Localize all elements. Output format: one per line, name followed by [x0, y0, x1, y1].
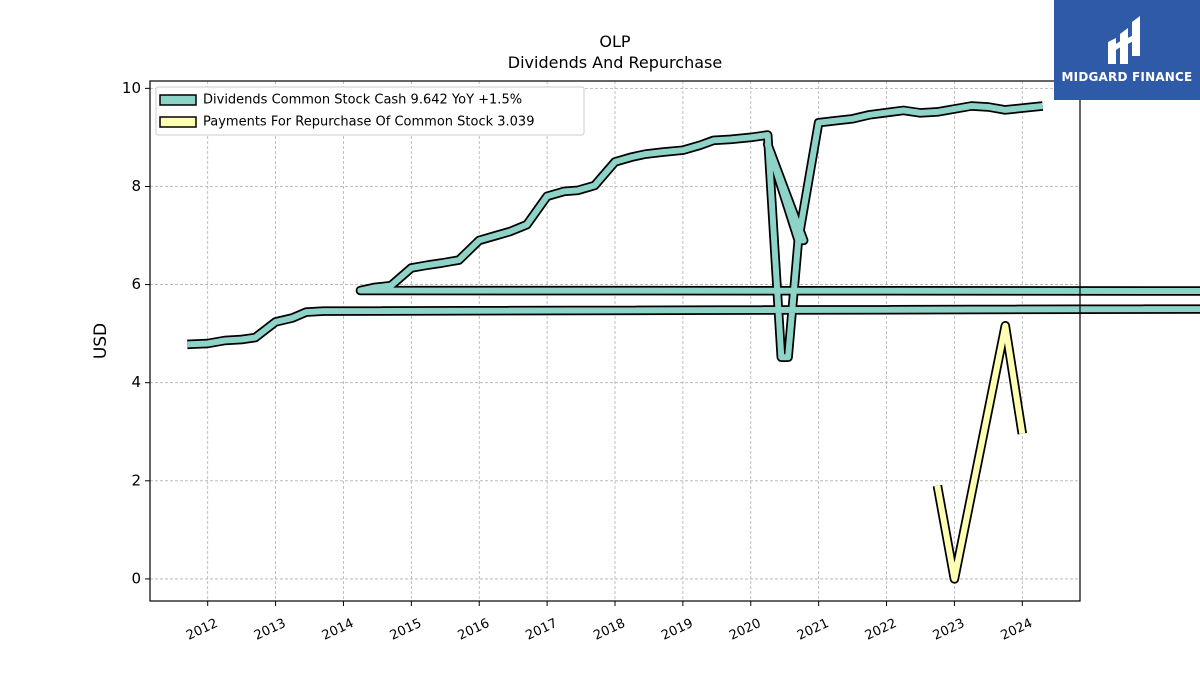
x-tick-label: 2019: [659, 616, 695, 644]
y-tick-label: 4: [131, 373, 141, 391]
y-axis-ticks: 0 2 4 6 8 10: [122, 79, 150, 587]
legend-box: [155, 86, 585, 136]
y-tick-label: 6: [131, 275, 141, 293]
x-tick-label: 2023: [931, 616, 967, 644]
logo-text: MIDGARD FINANCE: [1061, 70, 1193, 84]
series-line-0: [187, 103, 1200, 361]
x-tick-label: 2017: [523, 616, 559, 644]
x-tick-label: 2024: [999, 616, 1035, 644]
x-tick-label: 2020: [727, 616, 763, 644]
y-tick-label: 2: [131, 471, 141, 489]
x-tick-label: 2015: [388, 616, 424, 644]
y-tick-label: 10: [122, 79, 141, 97]
series-layer: [187, 101, 1200, 584]
x-axis-ticks: 2012 2013 2014 2015 2016 2017 2018 2019 2020 2021…: [184, 601, 1035, 644]
legend-label: Payments For Repurchase Of Common Stock …: [203, 115, 534, 130]
series-outline-0: [187, 101, 1200, 362]
x-tick-label: 2016: [456, 616, 492, 644]
x-tick-label: 2018: [591, 616, 627, 644]
series-line-1: [934, 322, 1026, 582]
legend-swatch: [159, 94, 197, 106]
midgard-logo-mark-icon: [1108, 16, 1140, 64]
x-tick-label: 2021: [795, 616, 831, 644]
x-tick-label: 2012: [184, 616, 220, 644]
x-tick-label: 2022: [863, 616, 899, 644]
midgard-finance-logo: MIDGARD FINANCE: [1054, 0, 1200, 100]
legend: Dividends Common Stock Cash 9.642 YoY +1…: [155, 86, 585, 136]
y-axis-label: USD: [91, 323, 111, 359]
x-tick-label: 2014: [320, 616, 356, 644]
chart-title: OLP: [599, 32, 631, 51]
chart-subtitle: Dividends And Repurchase: [508, 53, 722, 72]
y-tick-label: 8: [131, 177, 141, 195]
legend-swatch: [159, 116, 197, 128]
legend-label: Dividends Common Stock Cash 9.642 YoY +1…: [203, 93, 522, 108]
x-tick-label: 2013: [252, 616, 288, 644]
y-tick-label: 0: [131, 569, 141, 587]
